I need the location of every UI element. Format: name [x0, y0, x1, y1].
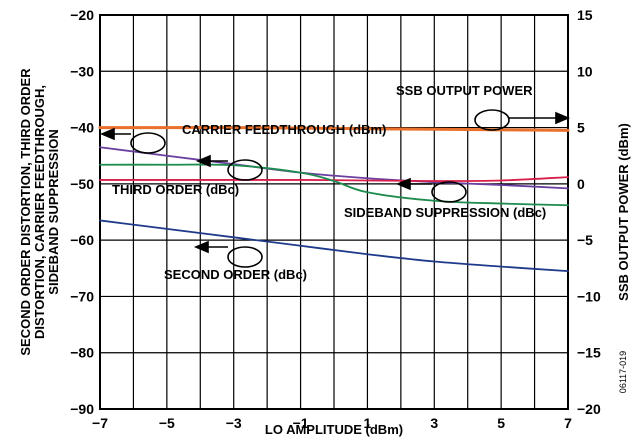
- arrow-head-second-order: [193, 240, 209, 254]
- y-left-tick-label: −20: [70, 7, 94, 23]
- figure-id: 06117-019: [618, 351, 628, 393]
- y-left-tick-label: −40: [70, 120, 94, 136]
- callout-second-order: [227, 246, 263, 268]
- y-right-tick-label: −15: [577, 345, 601, 361]
- x-tick-label: −5: [159, 415, 175, 431]
- arrow-head-ssb-output-power: [555, 111, 571, 125]
- annotation-sideband-suppression: SIDEBAND SUPPRESSION (dBc): [344, 205, 546, 220]
- x-axis-title: LO AMPLITUDE (dBm): [265, 422, 403, 437]
- arrow-head-sideband-suppression: [395, 177, 411, 191]
- y-left-tick-label: −80: [70, 345, 94, 361]
- series-line-carrier-feedthrough-dbm: [99, 146, 569, 190]
- annotation-third-order: THIRD ORDER (dBc): [112, 182, 239, 197]
- x-tick-label: 7: [564, 415, 572, 431]
- callout-ssb-output-power: [474, 109, 510, 131]
- plot-frame: [99, 14, 569, 410]
- right-axis-title: SSB OUTPUT POWER (dBm): [616, 123, 631, 301]
- y-left-tick-label: −90: [70, 401, 94, 417]
- x-tick-label: 1: [364, 415, 372, 431]
- callouts: [130, 109, 510, 268]
- y-left-tick-label: −60: [70, 232, 94, 248]
- series-line-second-order-dbc: [99, 219, 569, 272]
- x-tick-label: −7: [92, 415, 108, 431]
- callout-arrows: [99, 111, 571, 254]
- y-right-tick-label: 15: [577, 7, 593, 23]
- tick-labels: −7 −5 −3 −1 1 3 5 7−20−30−40−50−60−70−80−901510…: [70, 7, 601, 431]
- y-left-tick-label: −70: [70, 288, 94, 304]
- arrow-head-third-order: [195, 154, 211, 168]
- callout-carrier-feedthrough: [130, 132, 166, 154]
- left-axis-title: SECOND ORDER DISTORTION, THIRD ORDER DIS…: [18, 68, 61, 356]
- x-tick-label: 3: [430, 415, 438, 431]
- y-right-tick-label: 10: [577, 63, 593, 79]
- y-right-tick-label: −10: [577, 288, 601, 304]
- y-right-tick-label: −5: [577, 232, 593, 248]
- annotation-ssb-output-power: SSB OUTPUT POWER: [396, 83, 533, 98]
- y-left-tick-label: −50: [70, 176, 94, 192]
- x-tick-label: −3: [226, 415, 242, 431]
- left-axis-title-line-2: DISTORTION, CARRIER FEEDTHROUGH,: [32, 85, 47, 339]
- x-tick-label: 5: [497, 415, 505, 431]
- annotation-second-order: SECOND ORDER (dBc): [164, 267, 307, 282]
- y-right-tick-label: 0: [577, 176, 585, 192]
- y-right-tick-label: −20: [577, 401, 601, 417]
- callout-sideband-suppression: [431, 181, 467, 203]
- left-axis-title-line-1: SECOND ORDER DISTORTION, THIRD ORDER: [18, 68, 33, 356]
- left-axis-title-line-3: SIDEBAND SUPPRESSION: [46, 129, 61, 294]
- y-right-tick-label: 5: [577, 120, 585, 136]
- x-tick-label: −1: [293, 415, 309, 431]
- series-line-sideband-suppression-dbc: [99, 163, 569, 207]
- callout-third-order: [227, 159, 263, 181]
- arrow-head-carrier-feedthrough: [99, 127, 115, 141]
- y-left-tick-label: −30: [70, 63, 94, 79]
- annotation-carrier-feedthrough: CARRIER FEEDTHROUGH (dBm): [182, 122, 386, 137]
